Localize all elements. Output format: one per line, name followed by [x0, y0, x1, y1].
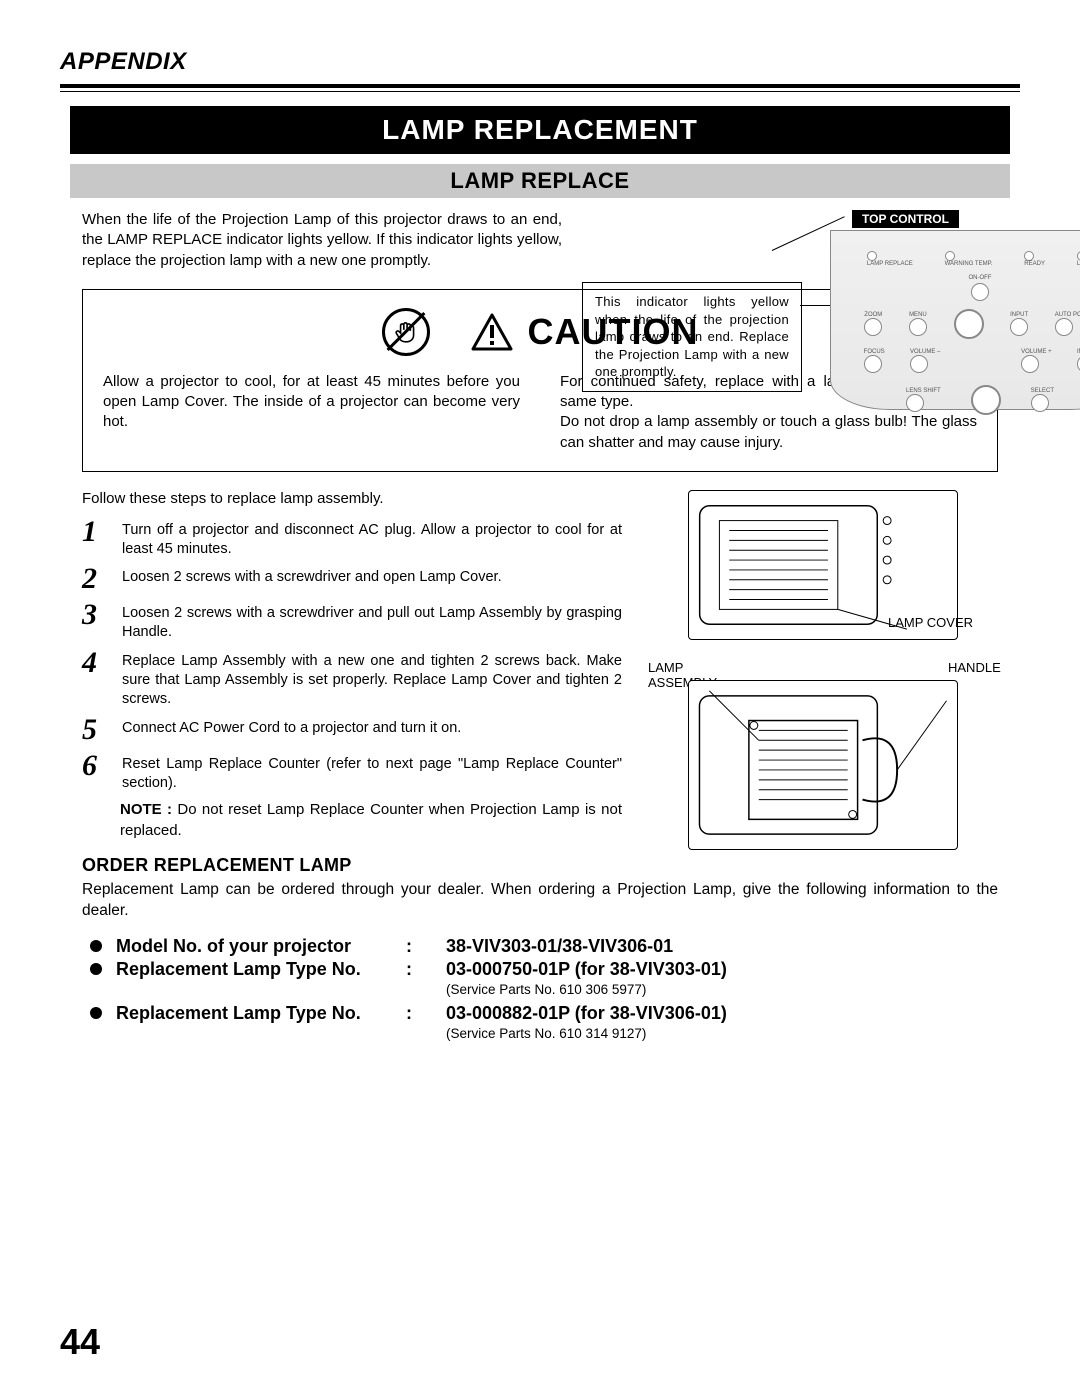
step-text: Reset Lamp Replace Counter (refer to nex…: [122, 751, 622, 793]
led-warning: WARNING TEMP.: [945, 261, 993, 267]
step-text: Connect AC Power Cord to a projector and…: [122, 715, 461, 738]
focus-button: [864, 355, 882, 373]
input-button: [1010, 318, 1028, 336]
order-value: 03-000882-01P (for 38-VIV306-01): [446, 1003, 998, 1024]
led-ready: READY: [1024, 261, 1045, 267]
step-text: Turn off a projector and disconnect AC p…: [122, 517, 622, 559]
step-number: 4: [82, 648, 110, 678]
autopc-label: AUTO PC ADJ.: [1055, 312, 1080, 318]
step-number: 3: [82, 600, 110, 630]
volplus-label: VOLUME +: [1021, 349, 1052, 355]
step-number: 6: [82, 751, 110, 781]
step-row: 4 Replace Lamp Assembly with a new one an…: [82, 648, 622, 709]
follow-line: Follow these steps to replace lamp assem…: [82, 490, 622, 507]
bullet-icon: [90, 940, 102, 952]
order-label: Replacement Lamp Type No.: [116, 959, 406, 980]
section-title-bar: LAMP REPLACEMENT: [70, 106, 1010, 154]
step-row: 3 Loosen 2 screws with a screwdriver and …: [82, 600, 622, 642]
callout-box: This indicator lights yellow when the li…: [582, 282, 802, 392]
step-number: 1: [82, 517, 110, 547]
center-button-2: [971, 385, 1001, 415]
volminus-button: [910, 355, 928, 373]
on-off-label: ON-OFF: [831, 275, 1080, 281]
header-rule: [60, 84, 1020, 92]
step-number: 2: [82, 564, 110, 594]
lensshift-label: LENS SHIFT: [906, 388, 941, 394]
page-number: 44: [60, 1321, 100, 1363]
top-control-label: TOP CONTROL: [852, 210, 959, 228]
intro-diagram: TOP CONTROL LAMP REPLACE WARNING TEMP. R…: [582, 210, 998, 271]
volminus-label: VOLUME –: [910, 349, 940, 355]
zoom-button: [864, 318, 882, 336]
volplus-button: [1021, 355, 1039, 373]
bullet-icon: [90, 963, 102, 975]
select-button: [1031, 394, 1049, 412]
order-subtext: (Service Parts No. 610 306 5977): [446, 982, 998, 997]
no-touch-icon: [382, 308, 430, 356]
step-row: 2 Loosen 2 screws with a screwdriver and …: [82, 564, 622, 594]
intro-row: When the life of the Projection Lamp of …: [82, 210, 998, 271]
steps-area: Follow these steps to replace lamp assem…: [82, 490, 998, 841]
note-text: Do not reset Lamp Replace Counter when P…: [120, 801, 622, 838]
top-control-panel: LAMP REPLACE WARNING TEMP. READY LAMP ON…: [830, 230, 1080, 410]
step-text: Replace Lamp Assembly with a new one and…: [122, 648, 622, 709]
handle-label: HANDLE: [948, 660, 1001, 675]
intro-text: When the life of the Projection Lamp of …: [82, 210, 562, 271]
order-section: ORDER REPLACEMENT LAMP Replacement Lamp …: [82, 855, 998, 1041]
order-row: Replacement Lamp Type No.:03-000882-01P …: [82, 1003, 998, 1024]
menu-button: [909, 318, 927, 336]
input-label: INPUT: [1010, 312, 1028, 318]
order-label: Model No. of your projector: [116, 936, 406, 957]
lensshift-button: [906, 394, 924, 412]
note-line: NOTE : Do not reset Lamp Replace Counter…: [120, 800, 622, 841]
order-title: ORDER REPLACEMENT LAMP: [82, 855, 998, 876]
step-number: 5: [82, 715, 110, 745]
order-row: Model No. of your projector:38-VIV303-01…: [82, 936, 998, 957]
on-off-button: [971, 283, 989, 301]
center-button-1: [954, 309, 984, 339]
autopc-button: [1055, 318, 1073, 336]
bullet-icon: [90, 1007, 102, 1019]
order-intro: Replacement Lamp can be ordered through …: [82, 880, 998, 922]
lamp-cover-label: LAMP COVER: [888, 615, 973, 630]
order-colon: :: [406, 1003, 446, 1024]
order-row: Replacement Lamp Type No.:03-000750-01P …: [82, 959, 998, 980]
select-label: SELECT: [1031, 388, 1054, 394]
appendix-heading: APPENDIX: [60, 48, 1020, 76]
order-value: 03-000750-01P (for 38-VIV303-01): [446, 959, 998, 980]
step-text: Loosen 2 screws with a screwdriver and p…: [122, 600, 622, 642]
order-value: 38-VIV303-01/38-VIV306-01: [446, 936, 998, 957]
figure-lamp-assembly: [688, 680, 958, 850]
step-text: Loosen 2 screws with a screwdriver and o…: [122, 564, 502, 587]
warning-triangle-icon: [470, 312, 514, 352]
order-colon: :: [406, 959, 446, 980]
focus-label: FOCUS: [864, 349, 885, 355]
leader-line-2: [800, 305, 830, 306]
menu-label: MENU: [909, 312, 927, 318]
step-row: 1 Turn off a projector and disconnect AC …: [82, 517, 622, 559]
caution-right-2: Do not drop a lamp assembly or touch a g…: [560, 412, 977, 453]
note-bold: NOTE :: [120, 801, 172, 818]
order-colon: :: [406, 936, 446, 957]
order-label: Replacement Lamp Type No.: [116, 1003, 406, 1024]
zoom-label: ZOOM: [864, 312, 882, 318]
step-row: 6 Reset Lamp Replace Counter (refer to ne…: [82, 751, 622, 793]
led-lamp-replace: LAMP REPLACE: [867, 261, 913, 267]
caution-left-text: Allow a projector to cool, for at least …: [103, 372, 520, 453]
section-subtitle-bar: LAMP REPLACE: [70, 164, 1010, 198]
step-row: 5 Connect AC Power Cord to a projector an…: [82, 715, 622, 745]
order-subtext: (Service Parts No. 610 314 9127): [446, 1026, 998, 1041]
